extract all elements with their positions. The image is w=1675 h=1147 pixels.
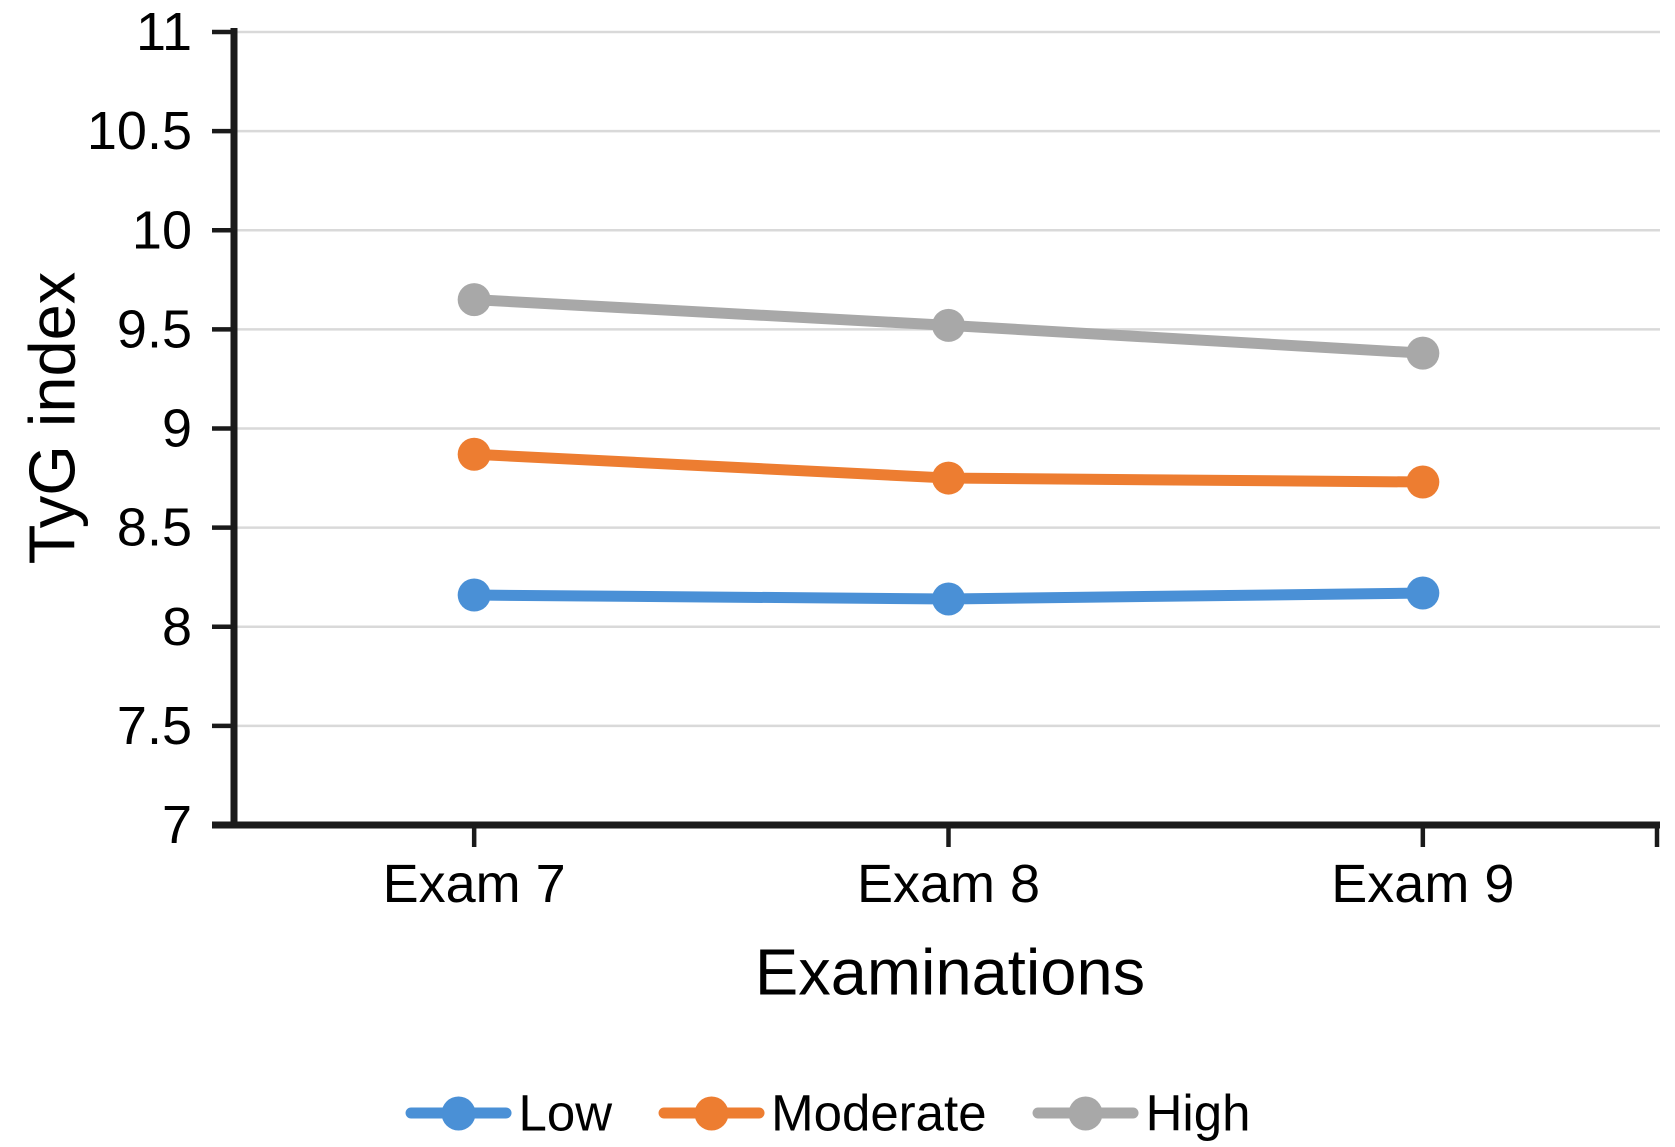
data-point-low <box>1406 576 1440 610</box>
data-point-low <box>932 582 965 616</box>
legend-dot-icon <box>1068 1096 1103 1130</box>
y-tick-label: 9.5 <box>117 299 192 359</box>
legend-line-marker-icon <box>1032 1096 1139 1130</box>
data-point-moderate <box>457 437 491 471</box>
chart-legend: Low Moderate High <box>405 1084 1251 1142</box>
x-category-label: Exam 9 <box>1331 854 1514 914</box>
data-point-moderate <box>932 461 965 495</box>
data-point-high <box>932 308 965 342</box>
y-tick-label: 7 <box>162 795 192 855</box>
x-category-label: Exam 8 <box>857 854 1040 914</box>
y-axis-title: TyG index <box>15 271 89 565</box>
y-tick-label: 8 <box>162 597 192 657</box>
legend-dot-icon <box>694 1096 729 1130</box>
x-category-label: Exam 7 <box>383 854 566 914</box>
y-tick-label: 8.5 <box>117 498 192 558</box>
y-tick-label: 9 <box>162 399 192 459</box>
legend-dot-icon <box>441 1096 476 1130</box>
y-tick-label: 11 <box>136 2 192 62</box>
y-tick-label: 7.5 <box>117 696 192 756</box>
legend-label-moderate: Moderate <box>771 1084 987 1142</box>
legend-label-low: Low <box>518 1084 613 1142</box>
legend-label-high: High <box>1145 1084 1251 1142</box>
data-point-low <box>457 578 491 612</box>
legend-item-moderate: Moderate <box>658 1084 987 1142</box>
legend-line-marker-icon <box>405 1096 512 1130</box>
data-point-high <box>457 283 491 317</box>
legend-item-low: Low <box>405 1084 613 1142</box>
y-tick-label: 10 <box>132 200 192 260</box>
x-axis-title: Examinations <box>754 935 1146 1009</box>
data-point-high <box>1406 336 1440 370</box>
legend-line-marker-icon <box>658 1096 765 1130</box>
legend-item-high: High <box>1032 1084 1251 1142</box>
data-point-moderate <box>1406 465 1440 499</box>
y-tick-label: 10.5 <box>87 101 192 161</box>
